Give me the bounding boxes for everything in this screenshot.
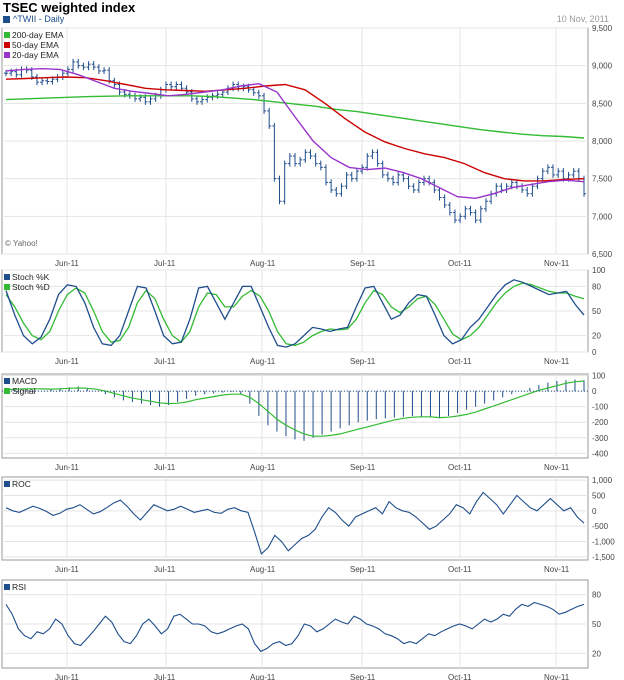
ema20-line [5,67,585,200]
macd-signal-line [5,380,585,437]
stoch-d-line [5,282,585,347]
macd-legend-label: Signal [12,386,36,396]
macd-legend-swatch [4,388,10,394]
roc-y-tick-label: -1,500 [592,553,615,562]
roc-x-tick-label: Aug-11 [250,565,276,574]
price-x-tick-label: Jul-11 [154,259,176,268]
rsi-legend-label: RSI [12,582,26,592]
price-y-tick-label: 6,500 [592,250,613,259]
rsi-x-tick-label: Jul-11 [154,673,176,680]
price-y-tick-label: 7,500 [592,175,613,184]
stoch-x-tick-label: Aug-11 [250,357,276,366]
yahoo-watermark: © Yahoo! [5,239,38,248]
roc-y-tick-label: 500 [592,491,606,500]
chart-date: 10 Nov, 2011 [556,14,609,24]
macd-legend-label: MACD [12,376,37,386]
roc-legend-label: ROC [12,479,31,489]
price-y-tick-label: 7,000 [592,212,613,221]
roc-legend-swatch [4,481,10,487]
rsi-y-tick-label: 80 [592,591,601,600]
macd-x-tick-label: Jun-11 [55,463,79,472]
macd-x-tick-label: Nov-11 [544,463,570,472]
rsi-x-tick-label: Aug-11 [250,673,276,680]
macd-legend-swatch [4,378,10,384]
rsi-legend-swatch [4,584,10,590]
stoch-x-tick-label: Jul-11 [154,357,176,366]
roc-x-tick-label: Nov-11 [544,565,570,574]
price-legend-label: 50-day EMA [12,40,59,50]
stoch-k-line [5,279,585,348]
macd-y-tick-label: -400 [592,449,609,458]
series-swatch-icon [3,16,10,23]
price-y-tick-label: 9,000 [592,62,613,71]
roc-x-tick-label: Jun-11 [55,565,79,574]
macd-x-tick-label: Aug-11 [250,463,276,472]
rsi-x-tick-label: Nov-11 [544,673,570,680]
roc-panel-frame [1,476,589,561]
stoch-y-tick-label: 0 [592,348,597,357]
roc-line [5,491,585,555]
roc-x-tick-label: Jul-11 [154,565,176,574]
rsi-y-tick-label: 50 [592,620,601,629]
rsi-x-tick-label: Oct-11 [448,673,472,680]
macd-x-tick-label: Jul-11 [154,463,176,472]
roc-x-tick-label: Sep-11 [350,565,376,574]
price-y-tick-label: 8,500 [592,99,613,108]
price-x-tick-label: Sep-11 [350,259,376,268]
stoch-y-tick-label: 20 [592,332,601,341]
chart-title: TSEC weighted index [3,0,136,15]
price-x-tick-label: Oct-11 [448,259,472,268]
ema50-line [5,76,585,182]
macd-y-tick-label: -200 [592,418,609,427]
price-x-tick-label: Nov-11 [544,259,570,268]
macd-y-tick-label: -100 [592,403,609,412]
stoch-legend-label: Stoch %K [12,272,50,282]
stoch-x-tick-label: Oct-11 [448,357,472,366]
chart-subtitle: ^TWII - Daily [13,14,65,24]
chart-subtitle-row: ^TWII - Daily 10 Nov, 2011 [3,14,617,28]
price-y-tick-label: 9,500 [592,24,613,33]
macd-y-tick-label: -300 [592,434,609,443]
macd-x-tick-label: Oct-11 [448,463,472,472]
rsi-x-tick-label: Sep-11 [350,673,376,680]
stoch-x-tick-label: Sep-11 [350,357,376,366]
roc-y-tick-label: -500 [592,522,609,531]
stoch-y-tick-label: 50 [592,307,601,316]
roc-y-tick-label: 1,000 [592,476,613,485]
price-y-tick-label: 8,000 [592,137,613,146]
rsi-y-tick-label: 20 [592,649,601,658]
stoch-y-tick-label: 100 [592,266,606,275]
roc-y-tick-label: -1,000 [592,538,615,547]
price-legend-swatch [4,52,10,58]
price-legend-label: 200-day EMA [12,30,64,40]
rsi-line [5,601,585,653]
roc-x-tick-label: Oct-11 [448,565,472,574]
ema200-line [5,95,585,139]
rsi-x-tick-label: Jun-11 [55,673,79,680]
price-x-tick-label: Aug-11 [250,259,276,268]
macd-y-tick-label: 0 [592,387,597,396]
stoch-x-tick-label: Jun-11 [55,357,79,366]
roc-y-tick-label: 0 [592,507,597,516]
stoch-y-tick-label: 80 [592,282,601,291]
macd-y-tick-label: 100 [592,372,606,381]
stoch-legend-swatch [4,284,10,290]
price-legend-swatch [4,42,10,48]
stoch-x-tick-label: Nov-11 [544,357,570,366]
price-legend-label: 20-day EMA [12,50,59,60]
macd-x-tick-label: Sep-11 [350,463,376,472]
price-legend-swatch [4,32,10,38]
stoch-legend-label: Stoch %D [12,282,50,292]
stoch-legend-swatch [4,274,10,280]
price-x-tick-label: Jun-11 [55,259,79,268]
